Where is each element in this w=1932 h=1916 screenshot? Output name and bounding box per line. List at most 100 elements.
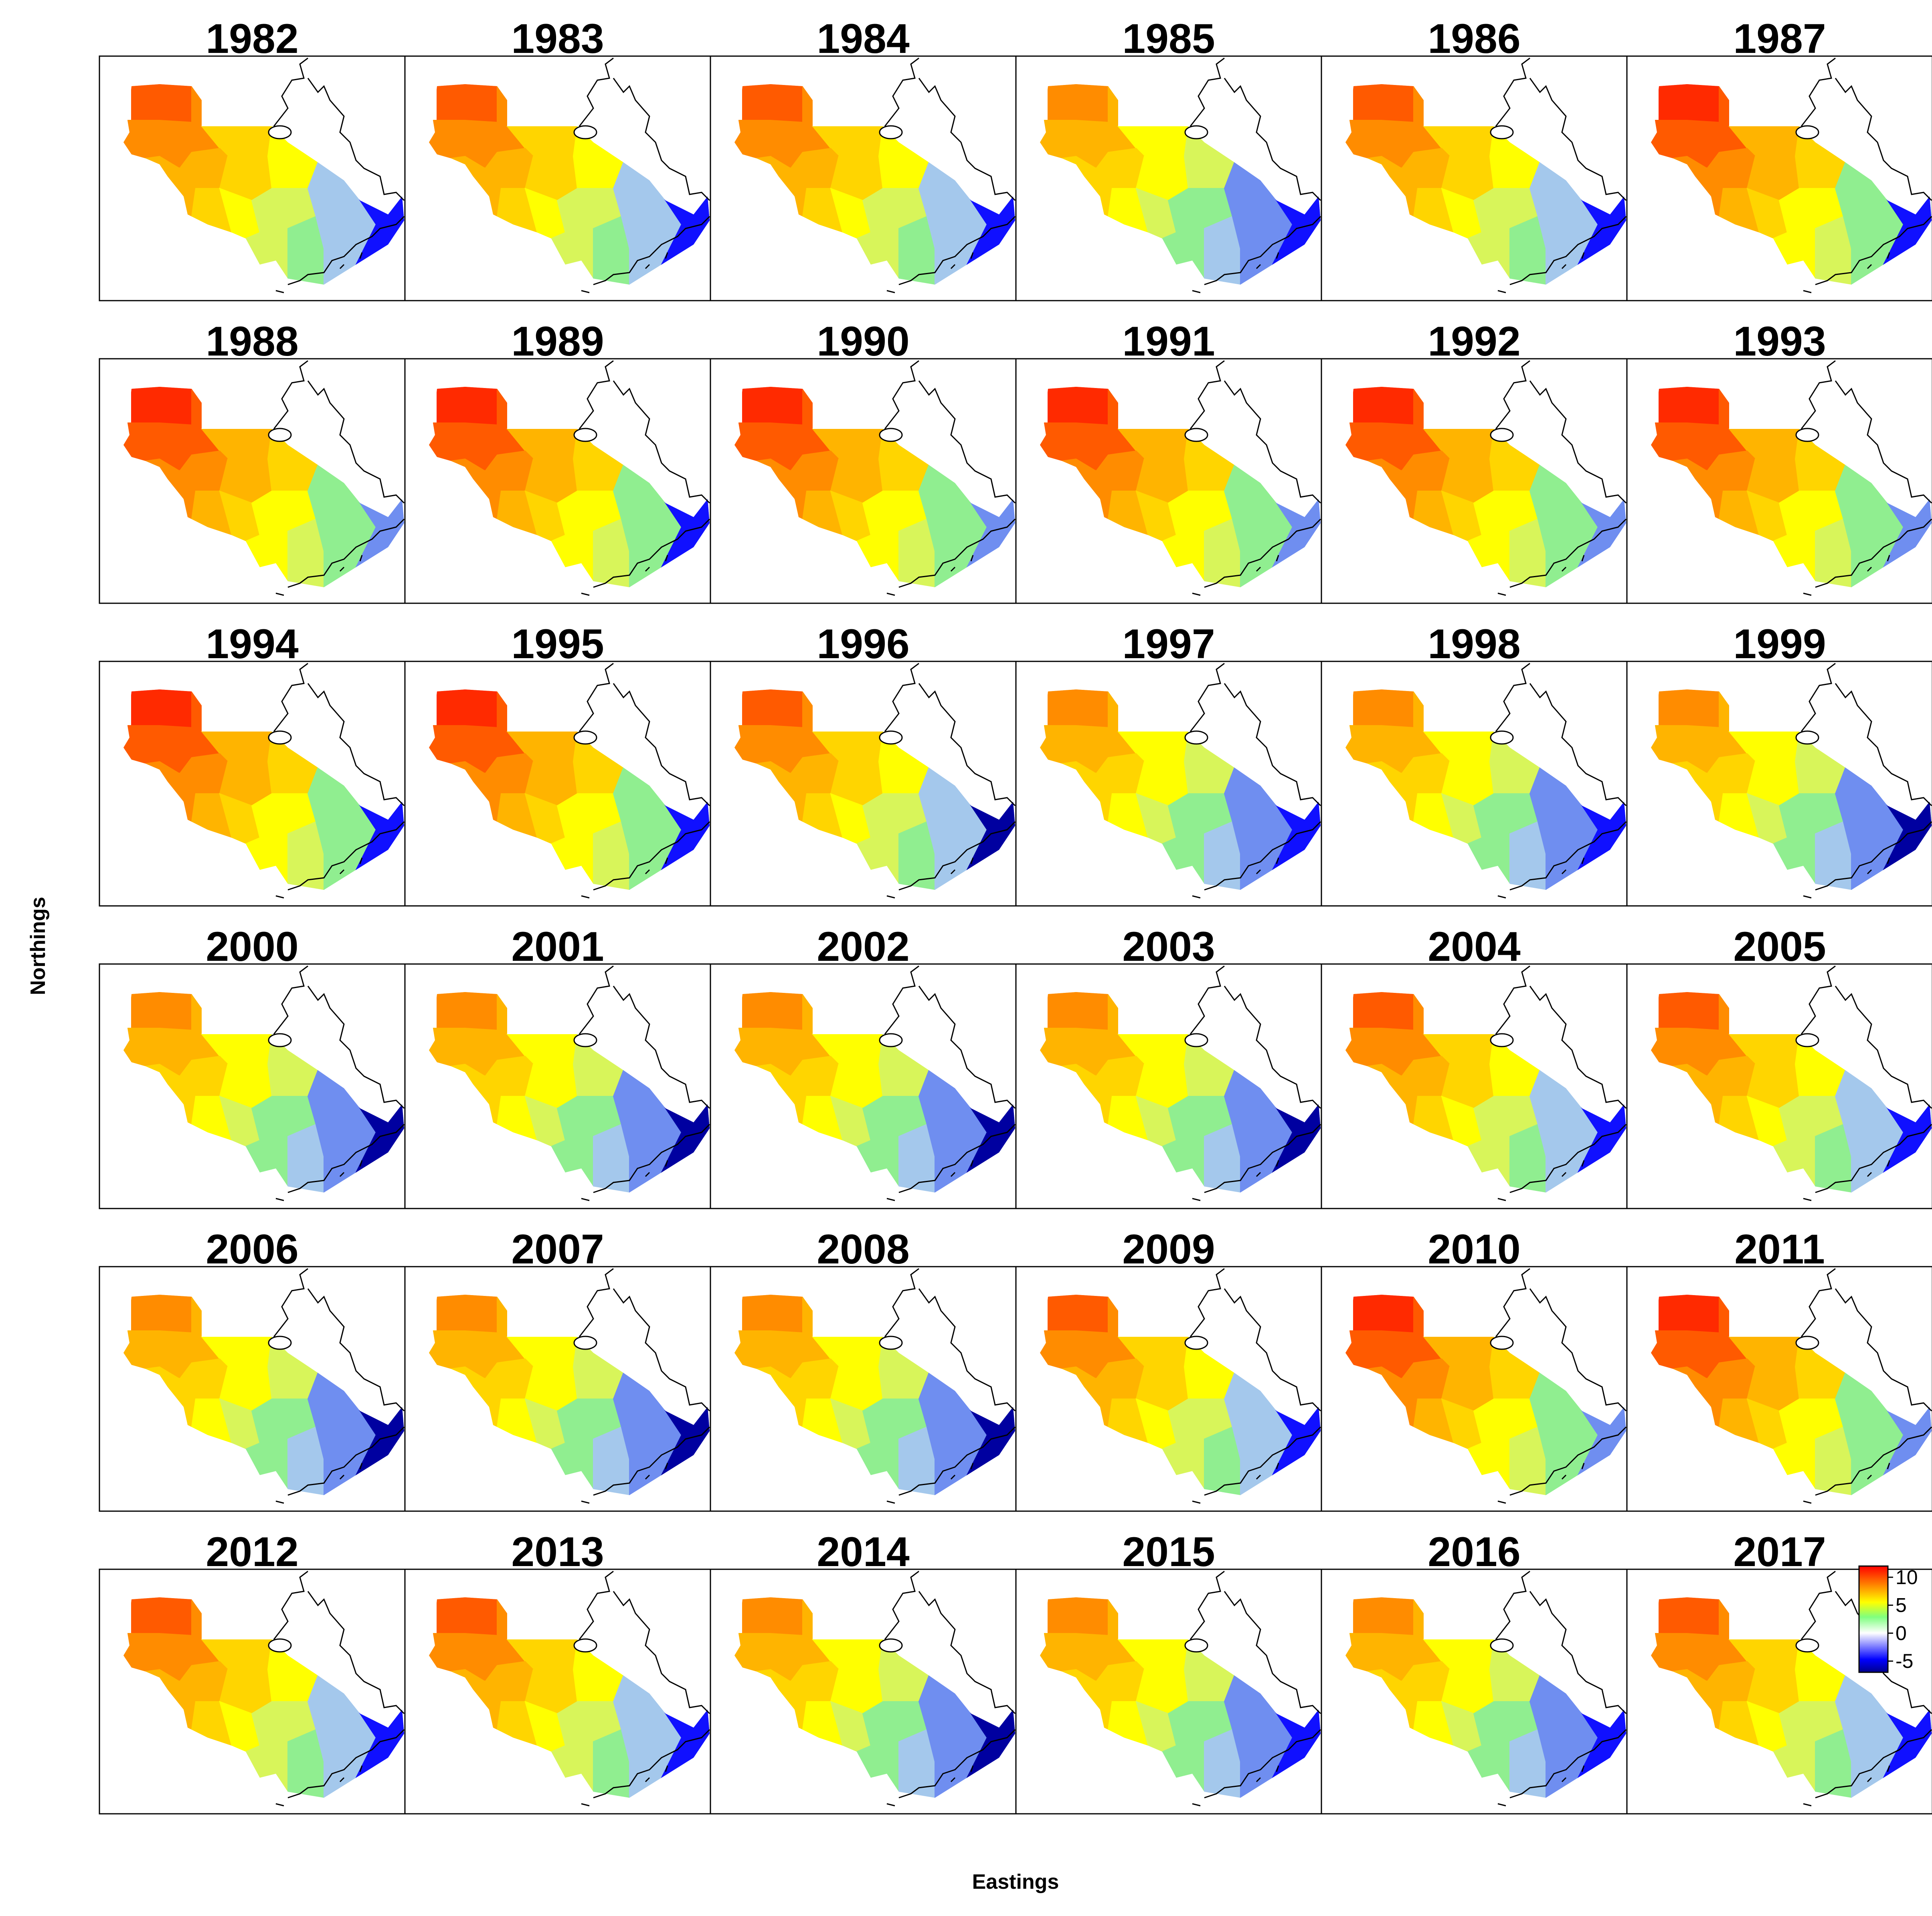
region-cell: [1718, 793, 1760, 839]
coastline: [1190, 663, 1321, 899]
lake-outline: [879, 1033, 903, 1047]
map-panel: 1997: [1015, 621, 1322, 907]
region-cell: [1040, 1330, 1076, 1370]
region-cell: [1353, 689, 1414, 728]
region-cell: [191, 793, 233, 839]
region-cell: [1413, 1701, 1455, 1746]
coastline: [1190, 360, 1321, 596]
region-cell: [550, 228, 594, 280]
region-cell: [1706, 1377, 1724, 1428]
region-cell: [734, 422, 771, 462]
map-panel: 2014: [710, 1529, 1017, 1815]
map-panel: 2001: [404, 924, 711, 1209]
region-cell: [123, 725, 160, 764]
region-cell: [245, 833, 288, 885]
region-cell: [1095, 1377, 1113, 1428]
region-cell: [856, 1438, 899, 1491]
temperature-cells: [1040, 84, 1321, 285]
map-panel: 1988: [99, 318, 406, 604]
region-cell: [1353, 387, 1414, 426]
temperature-cells: [1040, 689, 1321, 890]
panel-year-label: 2005: [1733, 924, 1826, 970]
temperature-cells: [429, 992, 710, 1192]
region-cell: [856, 530, 899, 583]
coastline: [273, 57, 405, 293]
panel-year-label: 1992: [1428, 318, 1520, 365]
region-cell: [1467, 1438, 1510, 1491]
temperature-cells: [429, 1597, 710, 1798]
panel-year-label: 2008: [817, 1226, 909, 1273]
coastline: [273, 1268, 405, 1504]
region-cell: [179, 1377, 196, 1428]
map-panels: 1982 1983 1984 1985 1986 1987 1988 1989 1990 1991…: [99, 16, 1932, 1815]
region-cell: [496, 1701, 538, 1746]
region-cell: [802, 188, 844, 233]
lake-outline: [1795, 1638, 1819, 1653]
region-cell: [245, 1438, 288, 1491]
map-panel: 2005: [1626, 924, 1932, 1209]
region-cell: [1706, 469, 1724, 520]
lake-outline: [1184, 125, 1208, 139]
region-cell: [191, 1399, 233, 1444]
coastline: [884, 1570, 1016, 1807]
region-cell: [1651, 725, 1687, 764]
map-panel: 2009: [1015, 1226, 1322, 1512]
region-cell: [131, 1295, 192, 1334]
temperature-cells: [1040, 387, 1321, 587]
region-cell: [1107, 188, 1149, 233]
panel-year-label: 1991: [1122, 318, 1215, 365]
temperature-cells: [123, 84, 404, 285]
region-cell: [1048, 689, 1109, 728]
panel-year-label: 1997: [1122, 621, 1215, 667]
region-cell: [1048, 387, 1109, 426]
region-cell: [484, 772, 502, 823]
region-cell: [1095, 1075, 1113, 1125]
coastline: [884, 360, 1016, 596]
region-cell: [1718, 1399, 1760, 1444]
map-panel: 1999: [1626, 621, 1932, 907]
panel-year-label: 1983: [511, 16, 604, 62]
panel-year-label: 2006: [206, 1226, 298, 1273]
region-cell: [437, 1295, 498, 1334]
region-cell: [1413, 491, 1455, 536]
region-cell: [1659, 387, 1720, 426]
temperature-cells: [1345, 1295, 1626, 1495]
lake-outline: [1184, 1336, 1208, 1350]
region-cell: [1772, 530, 1816, 583]
lake-outline: [879, 428, 903, 442]
region-cell: [496, 793, 538, 839]
region-cell: [1353, 992, 1414, 1031]
region-cell: [660, 498, 710, 568]
panel-year-label: 1996: [817, 621, 909, 667]
region-cell: [191, 1096, 233, 1141]
map-panel: 1982: [99, 16, 406, 301]
region-cell: [1413, 188, 1455, 233]
region-cell: [1651, 1330, 1687, 1370]
region-cell: [1467, 1136, 1510, 1188]
region-cell: [1706, 1680, 1724, 1730]
coastline: [884, 965, 1016, 1201]
region-cell: [660, 1708, 710, 1779]
region-cell: [1467, 530, 1510, 583]
temperature-cells: [734, 1295, 1015, 1495]
lake-outline: [268, 428, 292, 442]
region-cell: [802, 1096, 844, 1141]
region-cell: [1353, 1295, 1414, 1334]
temperature-cells: [734, 84, 1015, 285]
legend-tick-label: 0: [1896, 1622, 1907, 1644]
temperature-cells: [1651, 84, 1932, 285]
lake-outline: [268, 1638, 292, 1653]
temperature-cells: [429, 84, 710, 285]
region-cell: [742, 1597, 803, 1636]
region-cell: [131, 84, 192, 123]
region-cell: [484, 469, 502, 520]
region-cell: [1353, 1597, 1414, 1636]
temperature-cells: [123, 1295, 404, 1495]
region-cell: [1401, 1075, 1418, 1125]
region-cell: [123, 120, 160, 159]
region-cell: [734, 120, 771, 159]
map-panel: 1990: [710, 318, 1017, 604]
region-cell: [191, 491, 233, 536]
region-cell: [1659, 992, 1720, 1031]
